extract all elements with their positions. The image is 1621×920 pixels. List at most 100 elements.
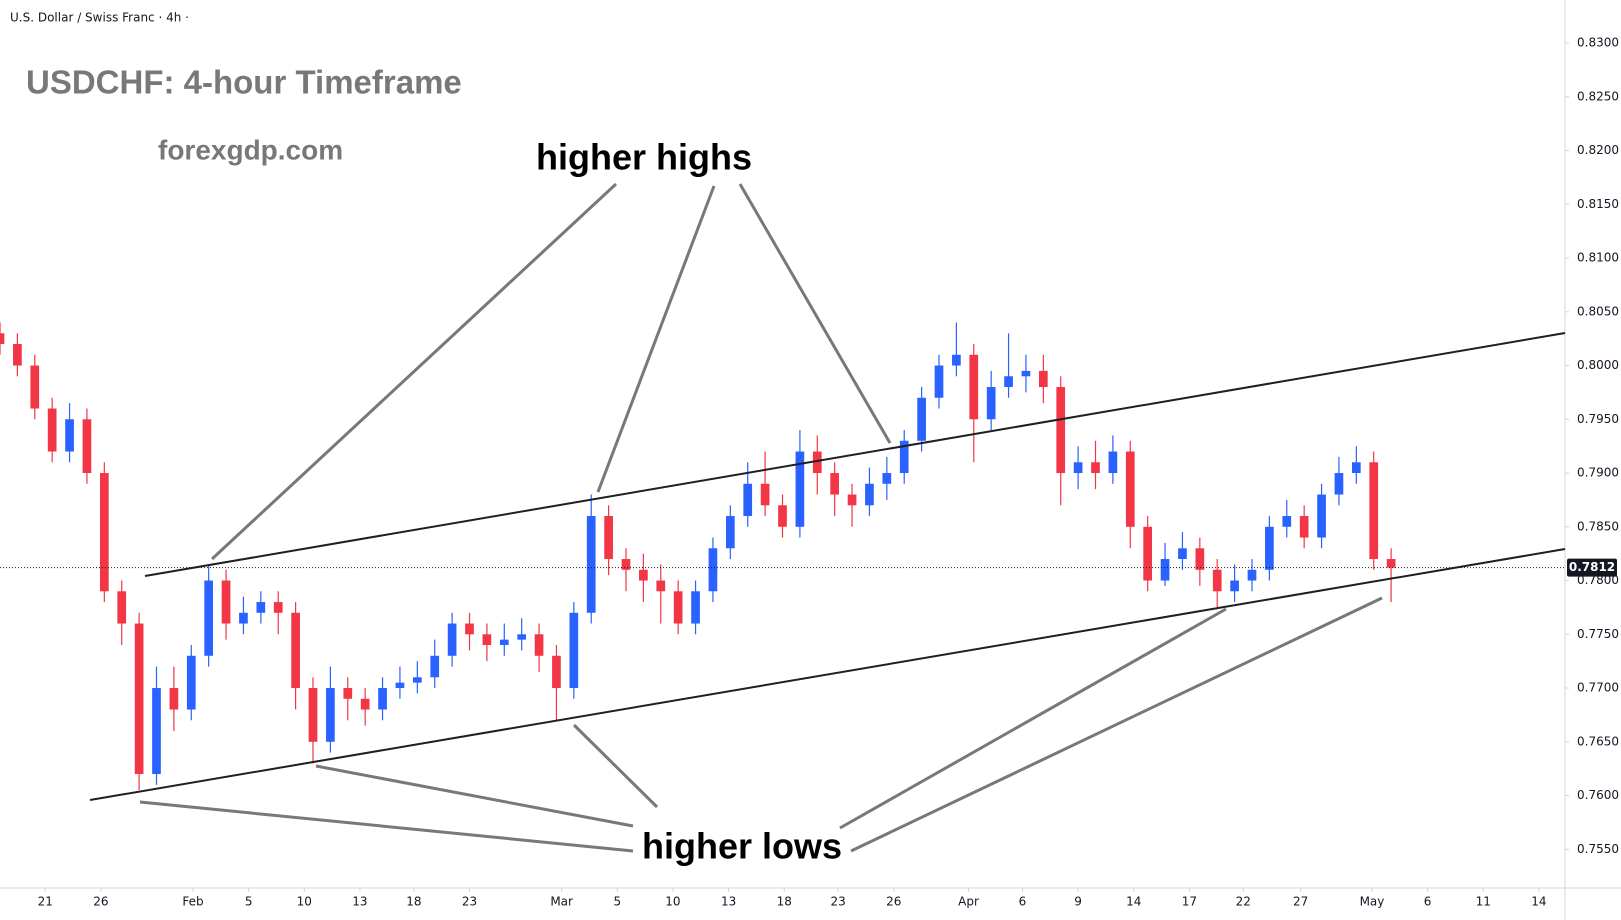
candle-body [1195,548,1205,570]
candle-body [1265,526,1274,570]
x-tick-label: May [1360,895,1385,909]
candle-body [291,612,300,689]
annotation-line [738,183,892,444]
y-tick-label: 0.8300 [1577,36,1619,50]
candle-body [673,591,683,624]
candle-body [586,516,596,613]
x-tick-label: 17 [1182,895,1197,909]
candle-body [82,419,92,474]
candle-body [812,451,822,474]
candle-body [517,634,527,640]
x-tick-label: 26 [886,895,901,909]
annotation-line [839,607,1227,830]
candle-body [1091,462,1100,474]
candle-body [308,688,318,742]
candle-body [569,612,579,689]
candle-body [708,548,718,592]
annotation-line [572,723,659,809]
candle-body [882,473,892,484]
annotation-line [596,185,716,493]
candle-body [13,344,22,366]
x-tick-label: 22 [1236,895,1251,909]
candle-body [186,655,196,710]
candle-body [534,634,544,656]
annotation-line [850,596,1383,853]
candle-body [1125,451,1135,527]
x-tick-label: 23 [831,895,846,909]
x-tick-label: 10 [665,895,680,909]
y-tick-label: 0.8100 [1577,251,1619,265]
x-tick-label: 9 [1074,895,1082,909]
x-tick-label: 27 [1293,895,1308,909]
candle-body [273,602,283,613]
candle-body [134,623,144,775]
candle-body [1021,370,1031,377]
candle-body [1386,559,1396,568]
candle-body [360,698,370,710]
candle-body [934,365,944,398]
annotation: higher highs [536,137,752,178]
annotation-line [210,182,618,561]
candle-body [1143,526,1153,581]
header: U.S. Dollar / Swiss Franc · 4h · [10,11,189,25]
candle-body [326,688,335,742]
y-tick-label: 0.7650 [1577,734,1619,748]
candle-body [412,677,422,683]
x-tick-label: Feb [182,895,203,909]
candle-body [47,408,57,452]
y-tick-label: 0.8000 [1577,358,1619,372]
y-tick-label: 0.7550 [1577,842,1619,856]
candle-body [256,602,266,613]
candle-body [1334,473,1344,495]
candle-body [743,483,753,517]
candle-body [99,473,109,592]
annotation-line [315,764,634,828]
y-tick-label: 0.8050 [1577,304,1619,318]
annotation: higher lows [642,826,842,867]
chart-title: USDCHF: 4-hour Timeframe [26,64,462,101]
y-tick-label: 0.7950 [1577,412,1619,426]
annotation-line [139,800,634,853]
candle-body [1073,462,1083,474]
lower-trendline [89,548,1566,801]
x-tick-label: 26 [93,895,108,909]
x-tick-label: 6 [1019,895,1027,909]
candle-body [1038,370,1048,388]
candle-body [604,516,613,560]
candle-body [1108,451,1118,474]
x-tick-label: 11 [1476,895,1491,909]
candle-body [430,655,440,678]
candle-body [169,688,179,710]
candle-body [465,623,474,635]
candle-body [499,639,509,646]
candle-body [65,419,74,452]
candle-body [1056,387,1066,474]
candle-body [986,387,996,420]
x-tick-label: 14 [1126,895,1141,909]
x-tick-label: 23 [462,895,477,909]
last-price-label: 0.7812 [1569,560,1615,574]
y-tick-label: 0.7750 [1577,627,1619,641]
y-tick-label: 0.7900 [1577,466,1619,480]
candle-body [1178,548,1187,560]
candle-body [447,623,457,656]
candle-body [847,494,857,506]
candle-body [1160,559,1170,581]
upper-trendline [144,332,1566,577]
candle-body [1282,516,1292,527]
candle-body [1299,516,1309,538]
x-tick-label: 13 [721,895,736,909]
candle-body [830,473,840,495]
x-tick-label: Apr [958,895,979,909]
candle-body [621,559,631,570]
y-tick-label: 0.7600 [1577,788,1619,802]
x-tick-label: 14 [1531,895,1546,909]
candle-body [343,688,353,699]
candle-body [221,580,231,624]
candle-body [239,612,248,624]
candle-body [1317,494,1326,538]
x-tick-label: 10 [297,895,312,909]
candle-body [1351,462,1361,474]
